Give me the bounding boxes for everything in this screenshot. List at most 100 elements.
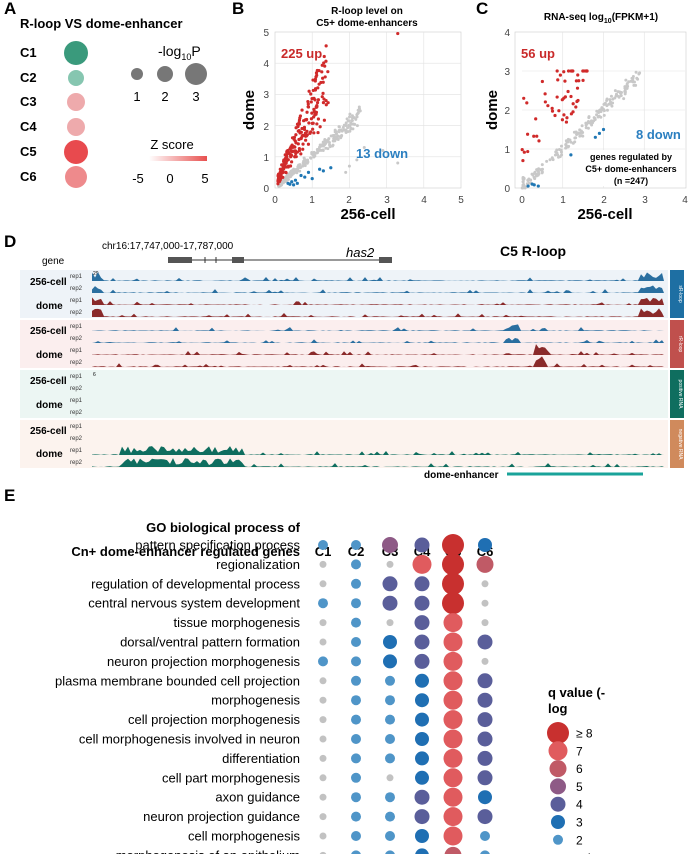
scatter-point-up [300,134,304,139]
panel-c-xlabel: 256-cell [577,206,632,223]
dot-c3 [67,93,85,111]
scatter-point-up [278,175,282,179]
scatter-point-unchanged [623,92,627,96]
scatter-point-up [312,131,316,135]
go-dot [319,735,327,743]
go-dot [443,807,463,827]
go-dot [351,714,361,725]
scatter-point-up [285,151,289,155]
scatter-point-up [546,104,550,108]
scatter-point-unchanged [596,115,600,119]
scatter-point-up [324,98,328,103]
scatter-point-unchanged [601,107,605,111]
scatter-point-up [566,89,570,94]
scatter-point-unchanged [350,114,354,118]
scatter-point-up [566,69,571,73]
scatter-point-unchanged [531,173,535,177]
go-dot [415,673,429,688]
go-dot [351,753,361,764]
scatter-point-up [295,122,300,126]
scatter-point-up [298,131,302,135]
q-legend-dot [550,778,566,795]
scatter-point-up [323,64,327,68]
svg-text:rep2: rep2 [70,386,83,392]
scatter-point-up [308,131,312,135]
go-dot [351,831,361,841]
signal-track [92,446,664,455]
panel-b-ytick-4: 4 [263,59,269,70]
scatter-point-up [321,91,325,95]
q-legend-dot [551,815,565,829]
scatter-point-unchanged [331,134,335,138]
size-legend-sub: 10 [181,52,191,62]
scatter-point-unchanged [354,117,358,121]
scatter-point-unchanged [595,109,599,113]
scatter-point-up [584,69,588,73]
stage-label-dome-g3: dome [36,400,63,411]
go-dot [351,578,361,589]
stage-label-dome-g4: dome [36,449,63,460]
scatter-point-up [326,70,330,74]
go-term-label: central nervous system development [88,596,300,611]
scatter-point-unchanged [357,105,361,109]
scatter-point-unchanged [630,76,634,80]
scatter-point-up [577,79,581,83]
go-dot [319,813,327,821]
scatter-point-unchanged [292,170,296,174]
go-dot [415,848,429,854]
q-legend-value: 7 [576,744,583,758]
go-dot [443,729,463,749]
q-legend-value: 5 [576,780,583,794]
scatter-point-unchanged [301,164,305,168]
scatter-point-unchanged [540,163,544,167]
go-dot [351,637,361,647]
go-dot [385,811,395,822]
scatter-point-up [293,145,297,149]
scatter-point-up [316,130,320,135]
row-label-c4: C4 [20,119,37,134]
scatter-point-unchanged [337,125,341,129]
dot-c2 [68,70,84,86]
go-dot [477,731,493,747]
side-bar-rr-loop [670,320,684,368]
svg-text:rep2: rep2 [70,460,83,466]
scatter-point-down [569,153,573,157]
scatter-point-up [562,96,566,100]
go-dot [415,732,429,746]
scatter-point-unchanged [326,147,330,151]
scatter-point-unchanged [344,170,348,174]
go-dot [351,695,361,706]
go-dot [481,619,489,627]
go-dot [477,809,493,825]
panel-c-xtick-0: 0 [519,195,525,206]
scatter-point-unchanged [560,153,564,157]
scatter-point-unchanged [345,117,349,121]
stage-label-256-g3: 256-cell [30,376,67,387]
panel-a-rows: C1 C2 C3 C4 C5 C6 [20,41,88,188]
scatter-point-unchanged [348,112,352,116]
q-legend-dot [549,760,567,778]
panel-b-ytick-3: 3 [263,90,269,101]
svg-text:rep1: rep1 [70,348,83,354]
scatter-point-up [306,142,311,146]
scatter-point-unchanged [334,130,338,134]
stage-label-256-g1: 256-cell [30,277,67,288]
svg-text:rep1: rep1 [70,448,83,454]
scatter-point-up [565,116,569,120]
q-legend: q value (- log ≥ 8 7 6 5 4 3 2 ≤ 1 [547,685,605,854]
panel-b-title-line2: C5+ dome-enhancers [316,18,418,29]
scatter-point-unchanged [356,112,360,116]
go-term-row: dorsal/ventral pattern formation [120,632,493,652]
go-dot [351,792,361,803]
scatter-point-up [297,146,301,151]
scatter-point-up [322,61,326,65]
go-term-row: plasma membrane bounded cell projection [55,671,493,691]
go-dot [386,774,394,782]
scatter-point-down [526,184,530,188]
scatter-point-unchanged [286,177,290,181]
scatter-point-up [276,182,280,186]
scatter-point-up [283,156,288,161]
scatter-point-unchanged [585,122,589,126]
scatter-point-up [278,170,282,174]
scatter-point-unchanged [611,97,615,101]
